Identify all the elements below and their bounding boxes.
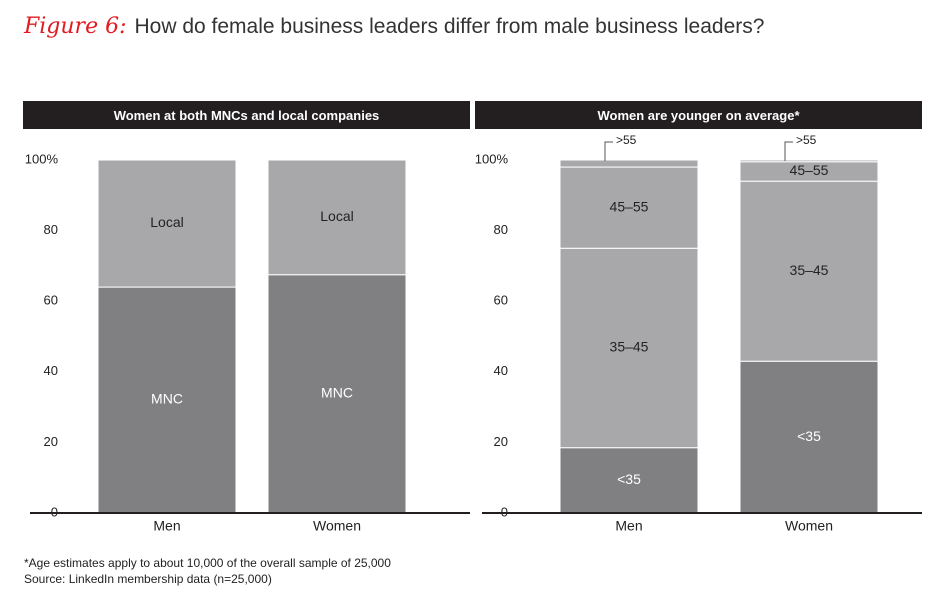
y-tick-label: 0 (51, 504, 58, 519)
segment-label: MNC (151, 391, 183, 407)
segment-label: 35–45 (790, 262, 829, 278)
x-category-label: Women (313, 518, 361, 534)
segment-label: Local (320, 208, 353, 224)
figure-label: Figure 6: (24, 14, 127, 39)
segment-label: >55 (796, 133, 817, 147)
footnote-source: Source: LinkedIn membership data (n=25,0… (24, 572, 272, 586)
segment-label: 45–55 (610, 198, 649, 214)
segment-label: <35 (797, 428, 821, 444)
bar-segment (559, 159, 699, 168)
right-panel-title: Women are younger on average* (475, 101, 922, 129)
callout-line (784, 141, 793, 161)
y-tick-label: 40 (44, 363, 58, 378)
segment-label: >55 (616, 133, 637, 147)
y-tick-label: 80 (494, 222, 508, 237)
y-tick-label: 0 (501, 504, 508, 519)
figure-heading: How do female business leaders differ fr… (134, 15, 765, 38)
y-tick-label: 20 (44, 434, 58, 449)
x-category-label: Women (785, 518, 833, 534)
y-tick-label: 80 (44, 222, 58, 237)
bar-segment (559, 247, 699, 449)
y-tick-label: 100% (475, 151, 509, 166)
y-tick-label: 60 (494, 293, 508, 308)
bar-segment (739, 360, 879, 514)
bar-segment (267, 274, 407, 514)
bar-segment (267, 159, 407, 276)
segment-label: MNC (321, 385, 353, 401)
segment-label: 45–55 (790, 162, 829, 178)
segment-label: 35–45 (610, 339, 649, 355)
segment-label: Local (150, 214, 183, 230)
bar-segment (97, 159, 237, 288)
y-tick-label: 20 (494, 434, 508, 449)
y-tick-label: 60 (44, 293, 58, 308)
x-category-label: Men (153, 518, 180, 534)
y-tick-label: 40 (494, 363, 508, 378)
x-category-label: Men (615, 518, 642, 534)
bar-segment (739, 159, 879, 163)
footnote-age: *Age estimates apply to about 10,000 of … (24, 556, 391, 570)
figure-title: Figure 6: How do female business leaders … (24, 14, 764, 39)
bar-segment (97, 286, 237, 514)
callout-line (604, 141, 613, 161)
left-panel-title: Women at both MNCs and local companies (23, 101, 470, 129)
segment-label: <35 (617, 471, 641, 487)
y-tick-label: 100% (25, 151, 59, 166)
bar-segment (739, 180, 879, 362)
